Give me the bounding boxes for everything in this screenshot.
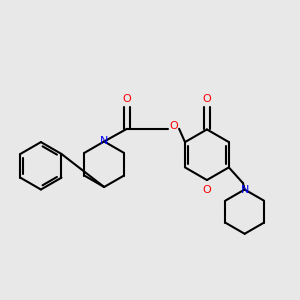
- Text: O: O: [202, 94, 211, 104]
- Text: O: O: [122, 94, 131, 104]
- Text: N: N: [100, 136, 108, 146]
- Text: O: O: [169, 121, 178, 131]
- Text: N: N: [240, 184, 249, 194]
- Text: O: O: [202, 184, 211, 194]
